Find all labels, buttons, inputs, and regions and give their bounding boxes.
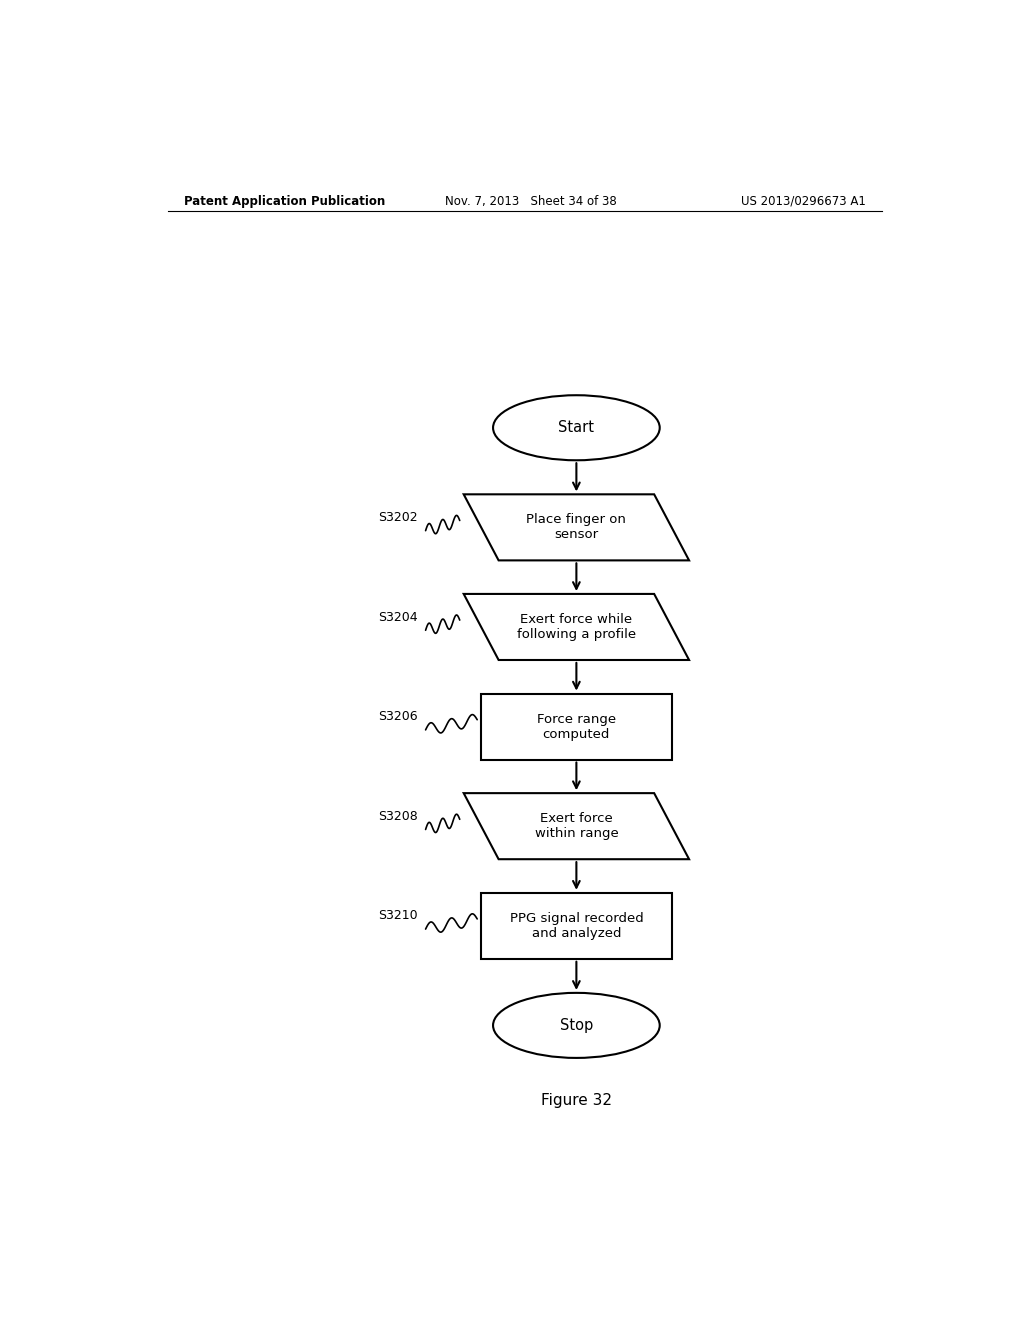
Bar [481, 892, 672, 958]
Bar [481, 693, 672, 759]
Text: Force range
computed: Force range computed [537, 713, 616, 741]
Text: S3210: S3210 [378, 909, 418, 923]
Polygon shape [464, 494, 689, 561]
Text: S3208: S3208 [378, 809, 418, 822]
Text: Stop: Stop [560, 1018, 593, 1032]
Text: Place finger on
sensor: Place finger on sensor [526, 513, 627, 541]
Text: Exert force while
following a profile: Exert force while following a profile [517, 612, 636, 642]
Text: S3204: S3204 [378, 611, 418, 623]
Polygon shape [464, 594, 689, 660]
Text: S3206: S3206 [378, 710, 418, 723]
Text: Start: Start [558, 420, 594, 436]
Text: Patent Application Publication: Patent Application Publication [183, 194, 385, 207]
Ellipse shape [494, 395, 659, 461]
Text: US 2013/0296673 A1: US 2013/0296673 A1 [741, 194, 866, 207]
Text: Nov. 7, 2013   Sheet 34 of 38: Nov. 7, 2013 Sheet 34 of 38 [445, 194, 617, 207]
Text: S3202: S3202 [378, 511, 418, 524]
Text: Exert force
within range: Exert force within range [535, 812, 618, 840]
Ellipse shape [494, 993, 659, 1057]
Text: PPG signal recorded
and analyzed: PPG signal recorded and analyzed [510, 912, 643, 940]
Polygon shape [464, 793, 689, 859]
Text: Figure 32: Figure 32 [541, 1093, 612, 1107]
